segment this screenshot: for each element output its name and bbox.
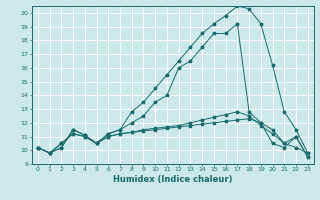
X-axis label: Humidex (Indice chaleur): Humidex (Indice chaleur)	[113, 175, 233, 184]
